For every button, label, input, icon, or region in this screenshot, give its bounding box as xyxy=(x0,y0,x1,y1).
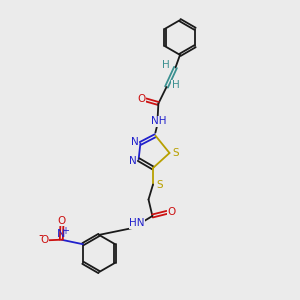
Text: O: O xyxy=(40,235,49,245)
Text: O: O xyxy=(58,215,66,226)
Text: -: - xyxy=(39,229,43,242)
Text: O: O xyxy=(137,94,145,104)
Text: S: S xyxy=(173,148,179,158)
Text: N: N xyxy=(130,136,138,147)
Text: N: N xyxy=(57,229,65,239)
Text: S: S xyxy=(156,179,163,190)
Text: HN: HN xyxy=(129,218,145,228)
Text: NH: NH xyxy=(151,116,167,126)
Text: O: O xyxy=(167,207,176,217)
Text: H: H xyxy=(162,60,170,70)
Text: N: N xyxy=(129,156,136,167)
Text: H: H xyxy=(172,80,179,91)
Text: +: + xyxy=(61,226,70,236)
